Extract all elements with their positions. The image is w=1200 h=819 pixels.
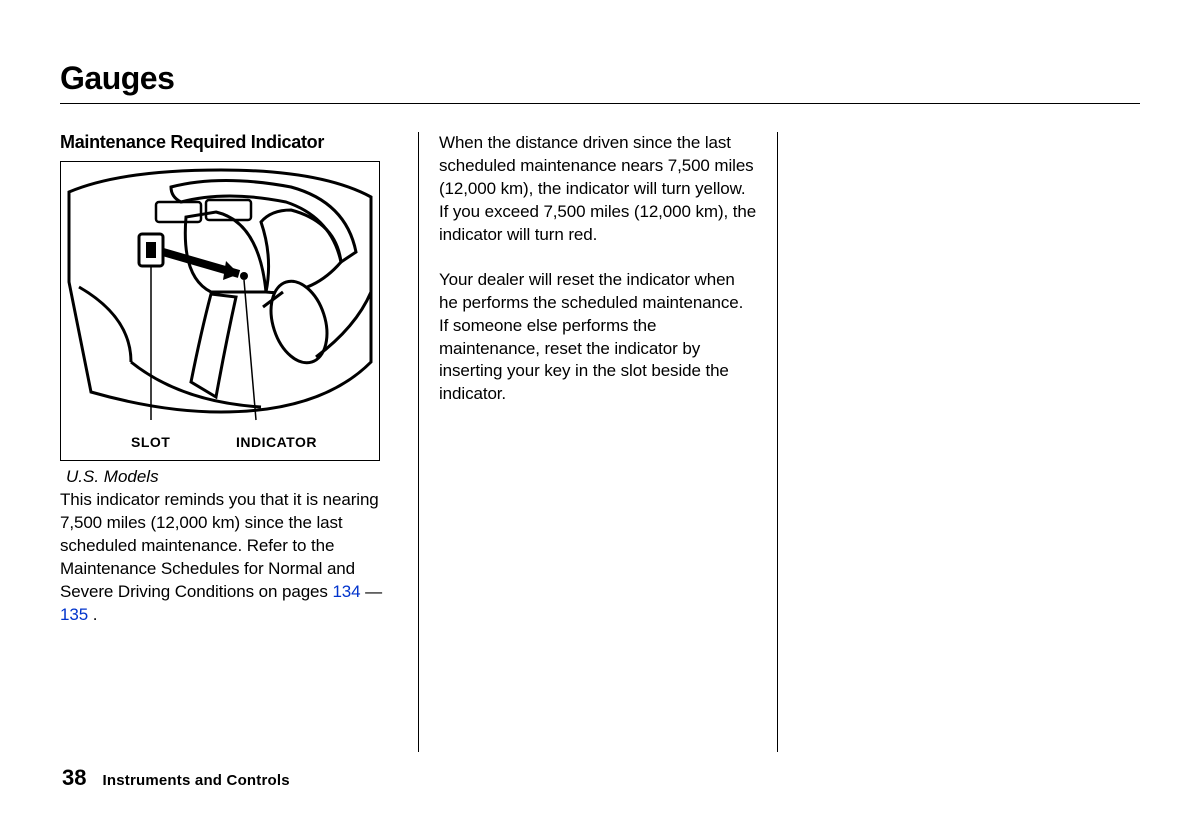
page-number: 38 bbox=[62, 765, 86, 791]
col1-para-text: This indicator reminds you that it is ne… bbox=[60, 490, 379, 601]
page-title: Gauges bbox=[60, 60, 1140, 97]
dash-separator: — bbox=[361, 582, 383, 601]
column-2: When the distance driven since the last … bbox=[419, 132, 777, 752]
figure-label-indicator: INDICATOR bbox=[236, 434, 317, 450]
column-3 bbox=[778, 132, 1136, 752]
dashboard-figure: SLOT INDICATOR bbox=[60, 161, 380, 461]
subheading-maintenance: Maintenance Required Indicator bbox=[60, 132, 398, 153]
title-rule bbox=[60, 103, 1140, 104]
col2-paragraph-2: Your dealer will reset the indicator whe… bbox=[439, 269, 757, 407]
trailing-period: . bbox=[88, 605, 97, 624]
page-link-135[interactable]: 135 bbox=[60, 605, 88, 624]
section-name: Instruments and Controls bbox=[102, 772, 289, 789]
us-models-note: U.S. Models bbox=[66, 467, 398, 487]
figure-label-slot: SLOT bbox=[131, 434, 170, 450]
page-footer: 38 Instruments and Controls bbox=[62, 765, 290, 791]
manual-page: Gauges Maintenance Required Indicator bbox=[0, 0, 1200, 819]
column-1: Maintenance Required Indicator bbox=[60, 132, 418, 752]
column-layout: Maintenance Required Indicator bbox=[60, 132, 1140, 752]
col1-paragraph: This indicator reminds you that it is ne… bbox=[60, 489, 398, 627]
dashboard-illustration-svg bbox=[61, 162, 379, 442]
page-link-134[interactable]: 134 bbox=[332, 582, 360, 601]
col2-paragraph-1: When the distance driven since the last … bbox=[439, 132, 757, 247]
